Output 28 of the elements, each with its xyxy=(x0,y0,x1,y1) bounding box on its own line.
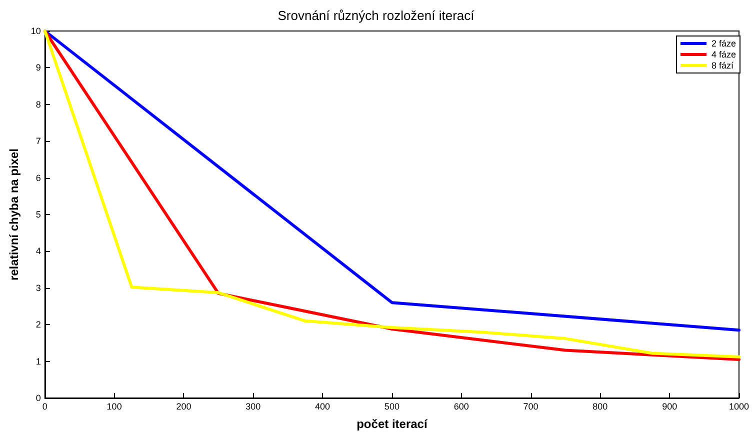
y-tick-label: 3 xyxy=(36,282,41,293)
y-tick-label: 7 xyxy=(36,136,41,146)
chart-title: Srovnání různých rozložení iterací xyxy=(278,8,475,23)
legend-label: 4 fáze xyxy=(711,50,736,60)
y-axis-title: relativní chyba na pixel xyxy=(7,148,21,281)
x-tick-label: 0 xyxy=(42,402,48,412)
x-tick-label: 500 xyxy=(384,402,400,412)
legend-label: 2 fáze xyxy=(711,38,736,48)
y-tick-label: 2 xyxy=(36,320,41,330)
legend-label: 8 fází xyxy=(711,60,734,70)
y-tick-label: 1 xyxy=(36,356,41,366)
y-tick-label: 9 xyxy=(36,62,41,73)
x-tick-label: 200 xyxy=(176,402,192,412)
x-axis-title: počet iterací xyxy=(356,417,428,431)
x-tick-label: 300 xyxy=(246,402,261,412)
x-tick-label: 900 xyxy=(662,402,678,412)
x-tick-label: 100 xyxy=(106,402,122,412)
x-tick-label: 400 xyxy=(315,402,330,412)
y-tick-label: 6 xyxy=(36,172,41,183)
y-tick-label: 10 xyxy=(30,26,41,36)
y-tick-label: 8 xyxy=(36,99,41,110)
y-tick-label: 0 xyxy=(36,393,41,403)
x-tick-label: 600 xyxy=(454,402,469,412)
y-tick-label: 4 xyxy=(36,246,41,256)
x-tick-label: 800 xyxy=(592,402,608,412)
x-tick-label: 1000 xyxy=(728,402,750,412)
x-tick-label: 700 xyxy=(523,402,538,412)
y-tick-label: 5 xyxy=(36,210,41,220)
